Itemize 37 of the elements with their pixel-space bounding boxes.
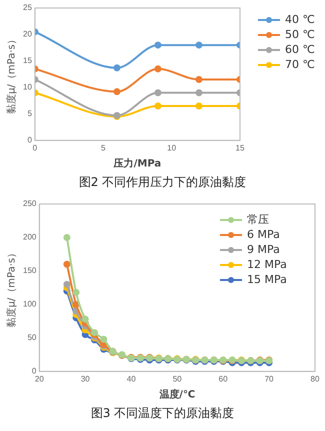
y-tick-label: 25 [22,3,32,12]
x-tick-label: 30 [80,374,90,384]
y-tick-label: 200 [22,232,37,242]
text: 图3 不同温度下的原油黏度 [90,405,236,422]
x-tick-label: 70 [264,374,274,384]
x-tick-label: 50 [172,374,182,384]
y-tick-label: 250 [22,199,37,208]
x-tick-label: 80 [310,374,320,384]
y-tick-label: 50 [27,333,37,342]
x-tick-label: 20 [34,374,44,384]
x-axis-title: 压力/MPa [112,158,162,170]
x-tick-label: 5 [101,143,106,152]
text: 图2 不同作用压力下的原油黏度 [78,174,248,191]
y-axis-title: 黏度μ/（mPa·s） [6,248,18,328]
y-tick-label: 10 [22,82,32,92]
y-tick-label: 100 [22,300,37,309]
legend-label: 12 MPa [247,258,287,271]
legend-label: 50 ℃ [285,28,315,41]
x-tick-label: 15 [236,143,245,152]
legend-label: 6 MPa [247,228,280,241]
x-tick-label: 40 [126,374,136,384]
y-tick-label: 5 [27,109,32,118]
x-axis-title: 温度/℃ [158,388,196,401]
y-tick-label: 0 [32,366,37,376]
legend-label: 70 ℃ [285,58,315,71]
y-tick-label: 15 [22,56,32,66]
y-tick-label: 0 [27,136,32,145]
legend-label: 60 ℃ [285,42,315,56]
legend-label: 常压 [247,212,269,226]
y-tick-label: 20 [22,30,32,39]
legend-label: 9 MPa [247,242,280,256]
y-axis-title: 黏度μ/（mPa·s） [6,34,18,114]
legend-label: 40 ℃ [285,12,315,26]
y-tick-label: 150 [22,266,37,276]
x-tick-label: 60 [218,374,228,384]
x-tick-label: 10 [167,143,177,152]
legend-label: 15 MPa [247,272,287,286]
